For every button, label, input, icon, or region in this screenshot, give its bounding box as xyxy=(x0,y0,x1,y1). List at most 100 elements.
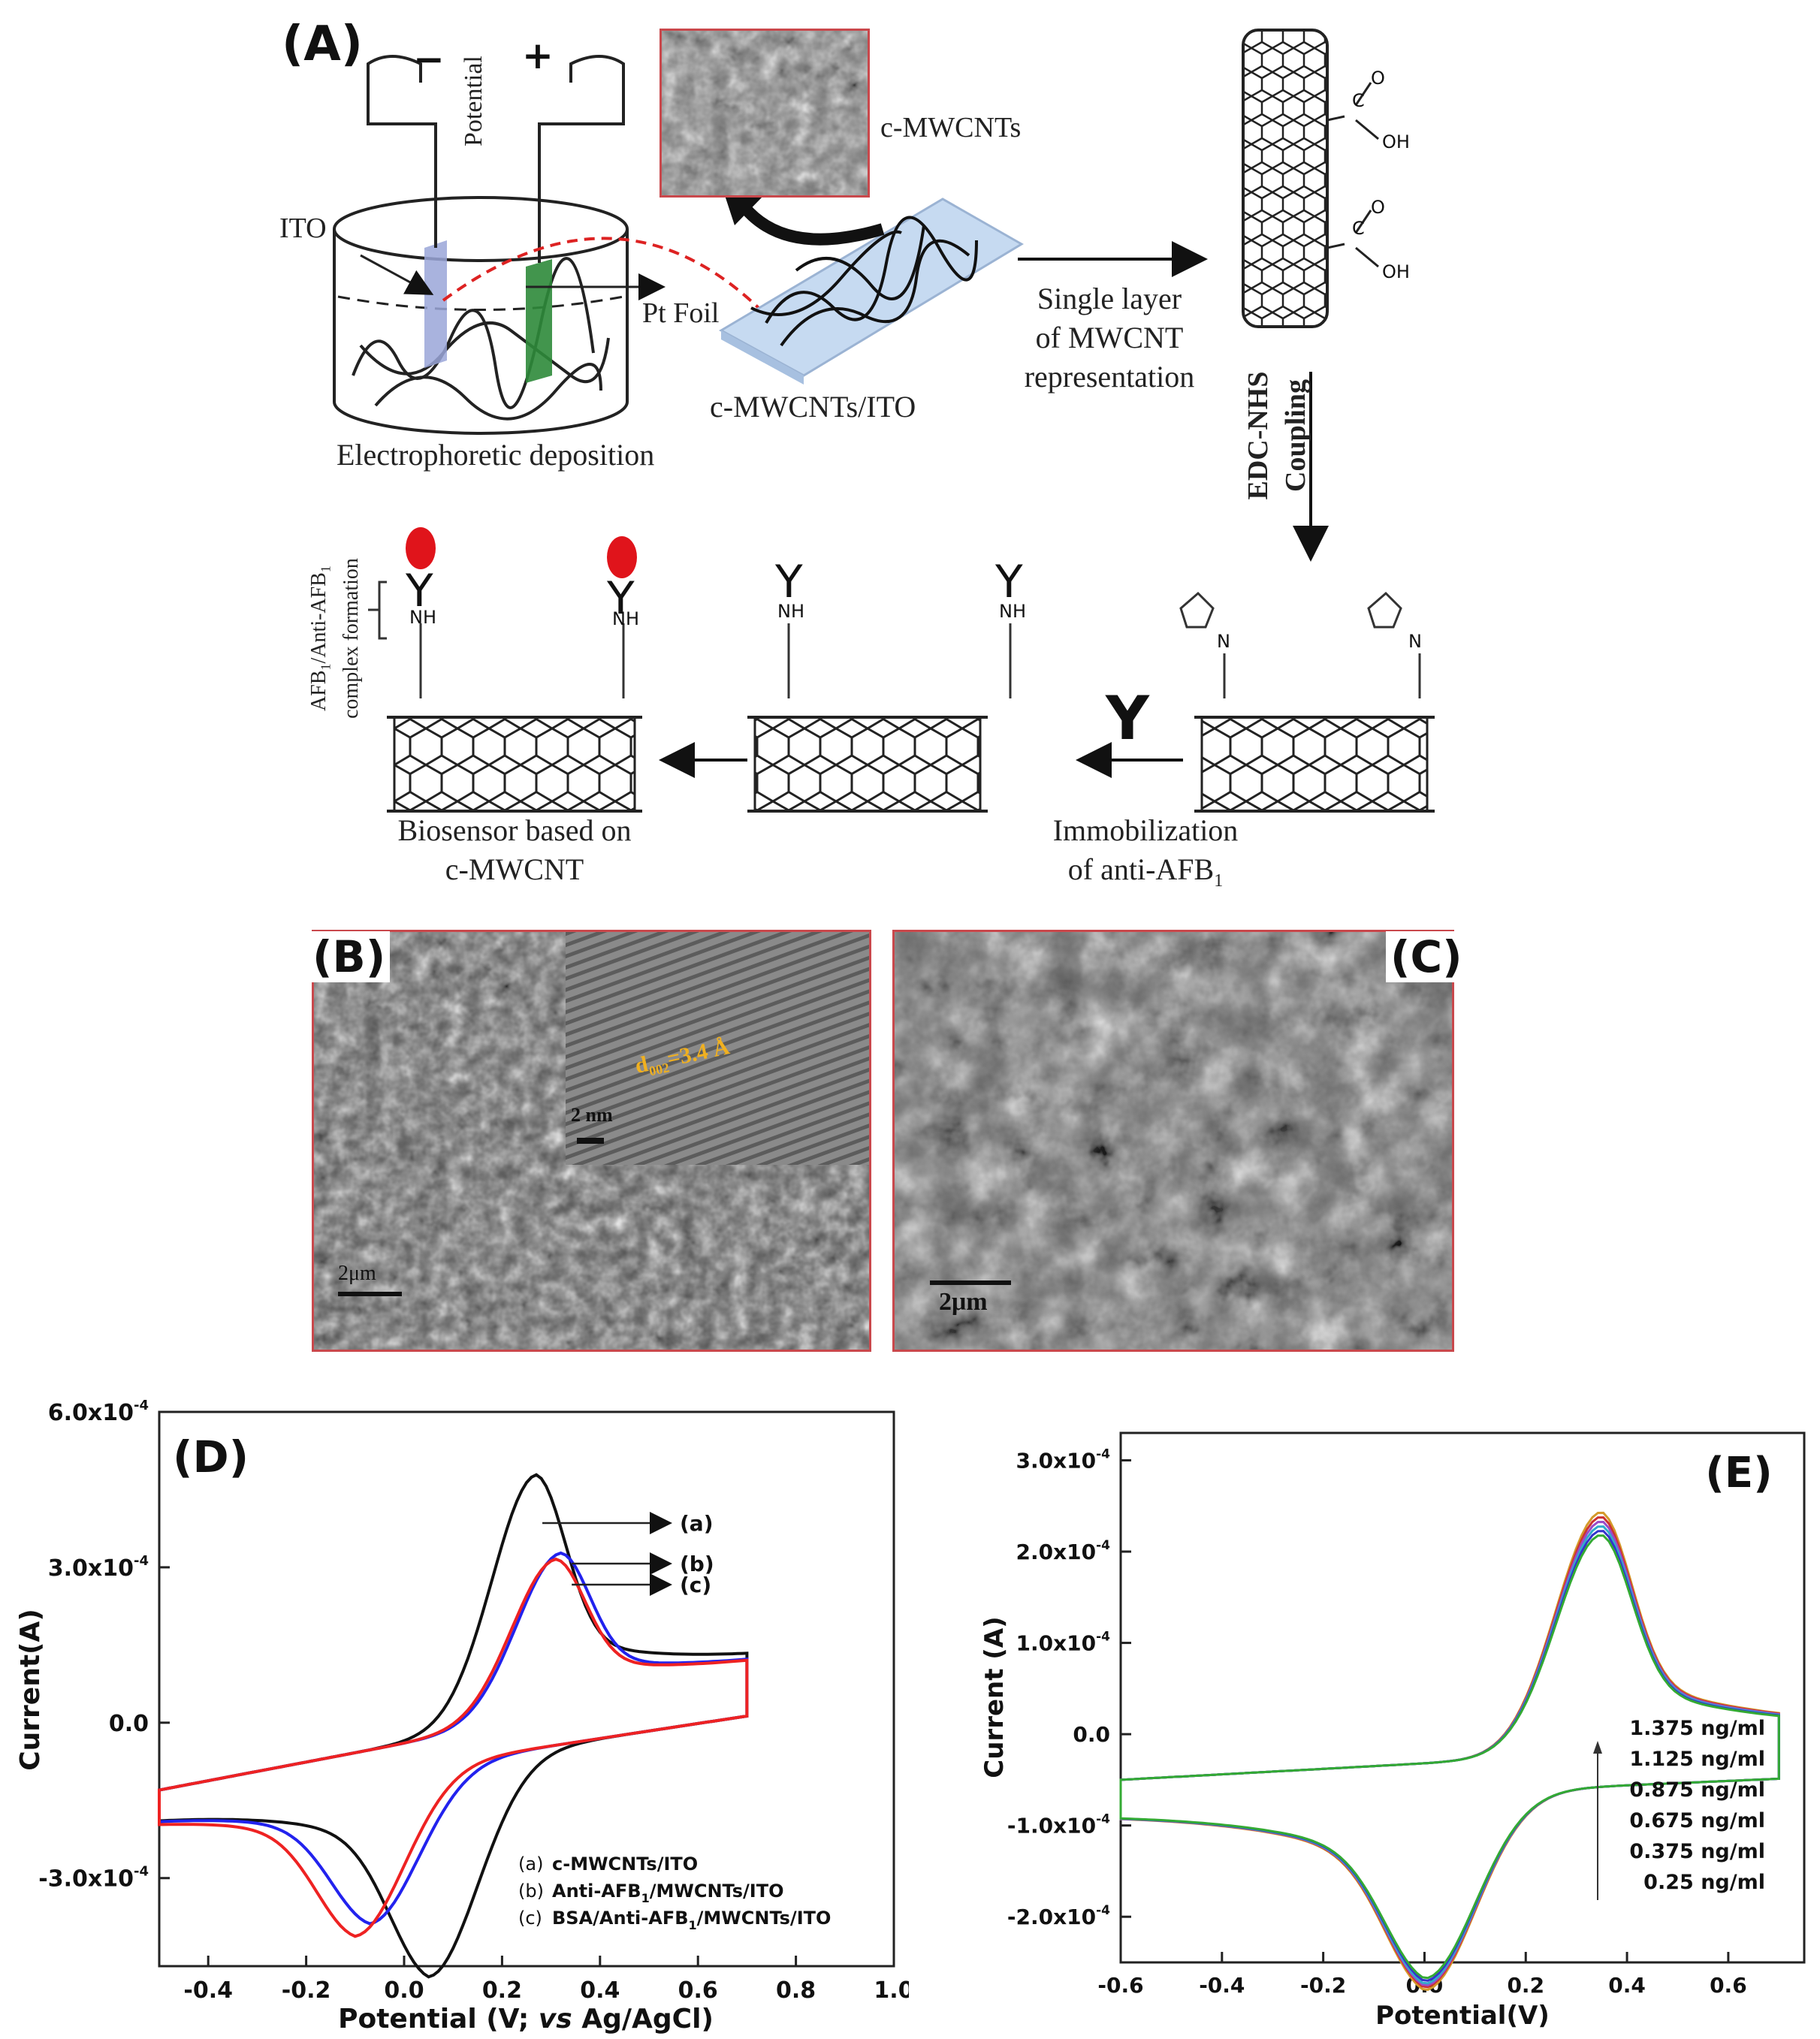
plus-sign: + xyxy=(522,34,554,77)
carboxyl-1-oh: OH xyxy=(1382,131,1410,152)
panel-d-label: (D) xyxy=(173,1431,249,1482)
cmwcnt-ito-electrode xyxy=(718,198,1024,385)
amide-nh-2: NH xyxy=(999,601,1026,622)
carboxyl-2-c: C xyxy=(1352,218,1365,239)
curve-tag-d: (a) xyxy=(680,1511,714,1536)
sem-image-b xyxy=(312,930,871,1352)
cv-curve-c xyxy=(158,1557,749,1938)
x-tick-label-d: 0.4 xyxy=(580,1977,620,2004)
legend-entry-e: 0.675 ng/ml xyxy=(1629,1809,1765,1832)
panel-a-label: (A) xyxy=(282,17,364,72)
scale-label-b: 2μm xyxy=(338,1262,376,1285)
scale-bar-c xyxy=(930,1280,1011,1285)
x-tick-label-d: -0.2 xyxy=(282,1977,331,2004)
cv-chart-e: -0.6 -0.4 -0.2 0.0 0.2 0.4 0.6 3.0x10-4 2.0x10-4… xyxy=(979,1431,1806,2031)
y-axis-label-d: Current(A) xyxy=(15,1609,46,1771)
carboxyl-1-o: O xyxy=(1371,68,1385,89)
amide-nh-3: NH xyxy=(409,607,436,628)
x-tick-label-e: 0.6 xyxy=(1710,1973,1747,1998)
y-tick-label-e: -1.0x10-4 xyxy=(1007,1812,1110,1838)
cv-curve-e xyxy=(1119,1534,1780,1980)
y-tick-label-d: 6.0x10-4 xyxy=(48,1398,149,1426)
antibody-symbol-3: Y xyxy=(406,565,433,617)
single-layer-label: Single layer of MWCNT representation xyxy=(1024,282,1195,394)
x-tick-label-d: 0.0 xyxy=(384,1977,424,2004)
carboxyl-2-oh: OH xyxy=(1382,261,1410,282)
plot-frame-e xyxy=(1119,1431,1806,1964)
y-tick-label-d: 3.0x10-4 xyxy=(48,1553,149,1582)
legend-entry-d: Anti-AFB1/MWCNTs/ITO xyxy=(552,1881,784,1905)
legend-entry-d: c-MWCNTs/ITO xyxy=(552,1853,698,1875)
antigen-dot-1 xyxy=(406,527,436,569)
minus-sign: − xyxy=(413,38,445,81)
y-tick-label-e: 3.0x10-4 xyxy=(1016,1446,1110,1473)
legend-entry-d: BSA/Anti-AFB1/MWCNTs/ITO xyxy=(552,1908,831,1932)
sem-inset-label: c-MWCNTs xyxy=(880,112,1022,143)
y-axis-label-e: Current (A) xyxy=(979,1616,1010,1778)
carboxyl-1-c: C xyxy=(1352,90,1365,111)
antibody-symbol-4: Y xyxy=(607,572,635,625)
amide-nh-1: NH xyxy=(777,601,804,622)
antibody-symbol-2: Y xyxy=(995,556,1023,608)
y-tick-label-e: 2.0x10-4 xyxy=(1016,1538,1110,1564)
x-tick-label-e: 0.4 xyxy=(1608,1973,1646,1998)
legend-tag-d: (b) xyxy=(518,1881,544,1902)
legend-tag-d: (c) xyxy=(518,1908,542,1929)
legend-entry-e: 0.25 ng/ml xyxy=(1643,1871,1765,1894)
x-axis-label-e: Potential(V) xyxy=(1375,2001,1550,2031)
nhs-2-n: N xyxy=(1408,631,1422,652)
pt-electrode xyxy=(526,259,552,383)
y-tick-label-e: -2.0x10-4 xyxy=(1007,1903,1110,1929)
x-tick-label-e: -0.6 xyxy=(1097,1973,1143,1998)
immobilization-label: Immobilization of anti-AFB1 xyxy=(1052,813,1239,891)
transfer-arrow xyxy=(735,198,885,246)
biosensor-label: Biosensor based on c-MWCNT xyxy=(397,813,632,886)
x-tick-label-e: -0.2 xyxy=(1300,1973,1346,1998)
nanotube-biosensor xyxy=(368,527,642,813)
inset-scale-label: 2 nm xyxy=(571,1104,613,1126)
plot-frame-d xyxy=(158,1410,895,1968)
x-axis-label-d: Potential (V; vs Ag/AgCl) xyxy=(338,2004,714,2034)
x-tick-label-d: 0.8 xyxy=(776,1977,816,2004)
y-tick-label-e: 0.0 xyxy=(1073,1722,1110,1747)
cv-chart-d: -0.4 -0.2 0.0 0.2 0.4 0.6 0.8 1.0 6.0x10-4 3.0x10… xyxy=(15,1398,909,2034)
panel-b-label: (B) xyxy=(308,931,391,982)
antigen-dot-2 xyxy=(607,536,637,578)
legend-entry-e: 1.375 ng/ml xyxy=(1629,1717,1765,1740)
scale-label-c: 2μm xyxy=(939,1288,988,1316)
y-tick-label-e: 1.0x10-4 xyxy=(1016,1630,1110,1656)
tem-inset xyxy=(566,932,869,1165)
x-tick-label-d: 0.2 xyxy=(482,1977,522,2004)
y-tick-label-d: -3.0x10-4 xyxy=(38,1864,149,1893)
potential-label: Potential xyxy=(460,56,487,146)
nanotube-antibody xyxy=(747,623,1012,813)
x-tick-label-d: -0.4 xyxy=(183,1977,233,2004)
x-tick-label-d: 1.0 xyxy=(874,1977,909,2004)
legend-d: (a) c-MWCNTs/ITO (b) Anti-AFB1/MWCNTs/ITO (c… xyxy=(518,1853,831,1932)
scale-bar-b xyxy=(338,1292,402,1296)
legend-e: 1.375 ng/ml 1.125 ng/ml 0.875 ng/ml 0.675 n… xyxy=(1629,1717,1765,1894)
x-tick-label-e: -0.4 xyxy=(1199,1973,1245,1998)
pt-foil-label: Pt Foil xyxy=(642,297,720,329)
x-tick-label-e: 0.2 xyxy=(1507,1973,1544,1998)
single-nanotube xyxy=(1242,29,1379,328)
x-tick-label-d: 0.6 xyxy=(678,1977,718,2004)
electrophoresis-cell xyxy=(333,55,760,435)
nanotube-nhs xyxy=(1179,591,1435,813)
curve-tag-d: (b) xyxy=(680,1552,714,1576)
legend-entry-e: 1.125 ng/ml xyxy=(1629,1748,1765,1771)
deposition-label: Electrophoretic deposition xyxy=(337,438,655,472)
legend-entry-e: 0.375 ng/ml xyxy=(1629,1840,1765,1863)
panel-e-label: (E) xyxy=(1705,1449,1772,1498)
complex-formation-label: AFB1/Anti-AFB1 complex formation xyxy=(307,558,363,719)
legend-tag-d: (a) xyxy=(518,1853,543,1875)
antibody-symbol-large: Y xyxy=(1106,683,1149,753)
y-tick-label-d: 0.0 xyxy=(109,1711,149,1737)
sem-inset-a xyxy=(659,29,870,198)
edc-nhs-label: EDC-NHS Coupling xyxy=(1242,371,1311,500)
carboxyl-2-o: O xyxy=(1371,197,1385,218)
ito-electrode xyxy=(424,240,447,368)
ito-label: ITO xyxy=(279,213,327,244)
nhs-1-n: N xyxy=(1217,631,1230,652)
amide-nh-4: NH xyxy=(612,608,639,629)
